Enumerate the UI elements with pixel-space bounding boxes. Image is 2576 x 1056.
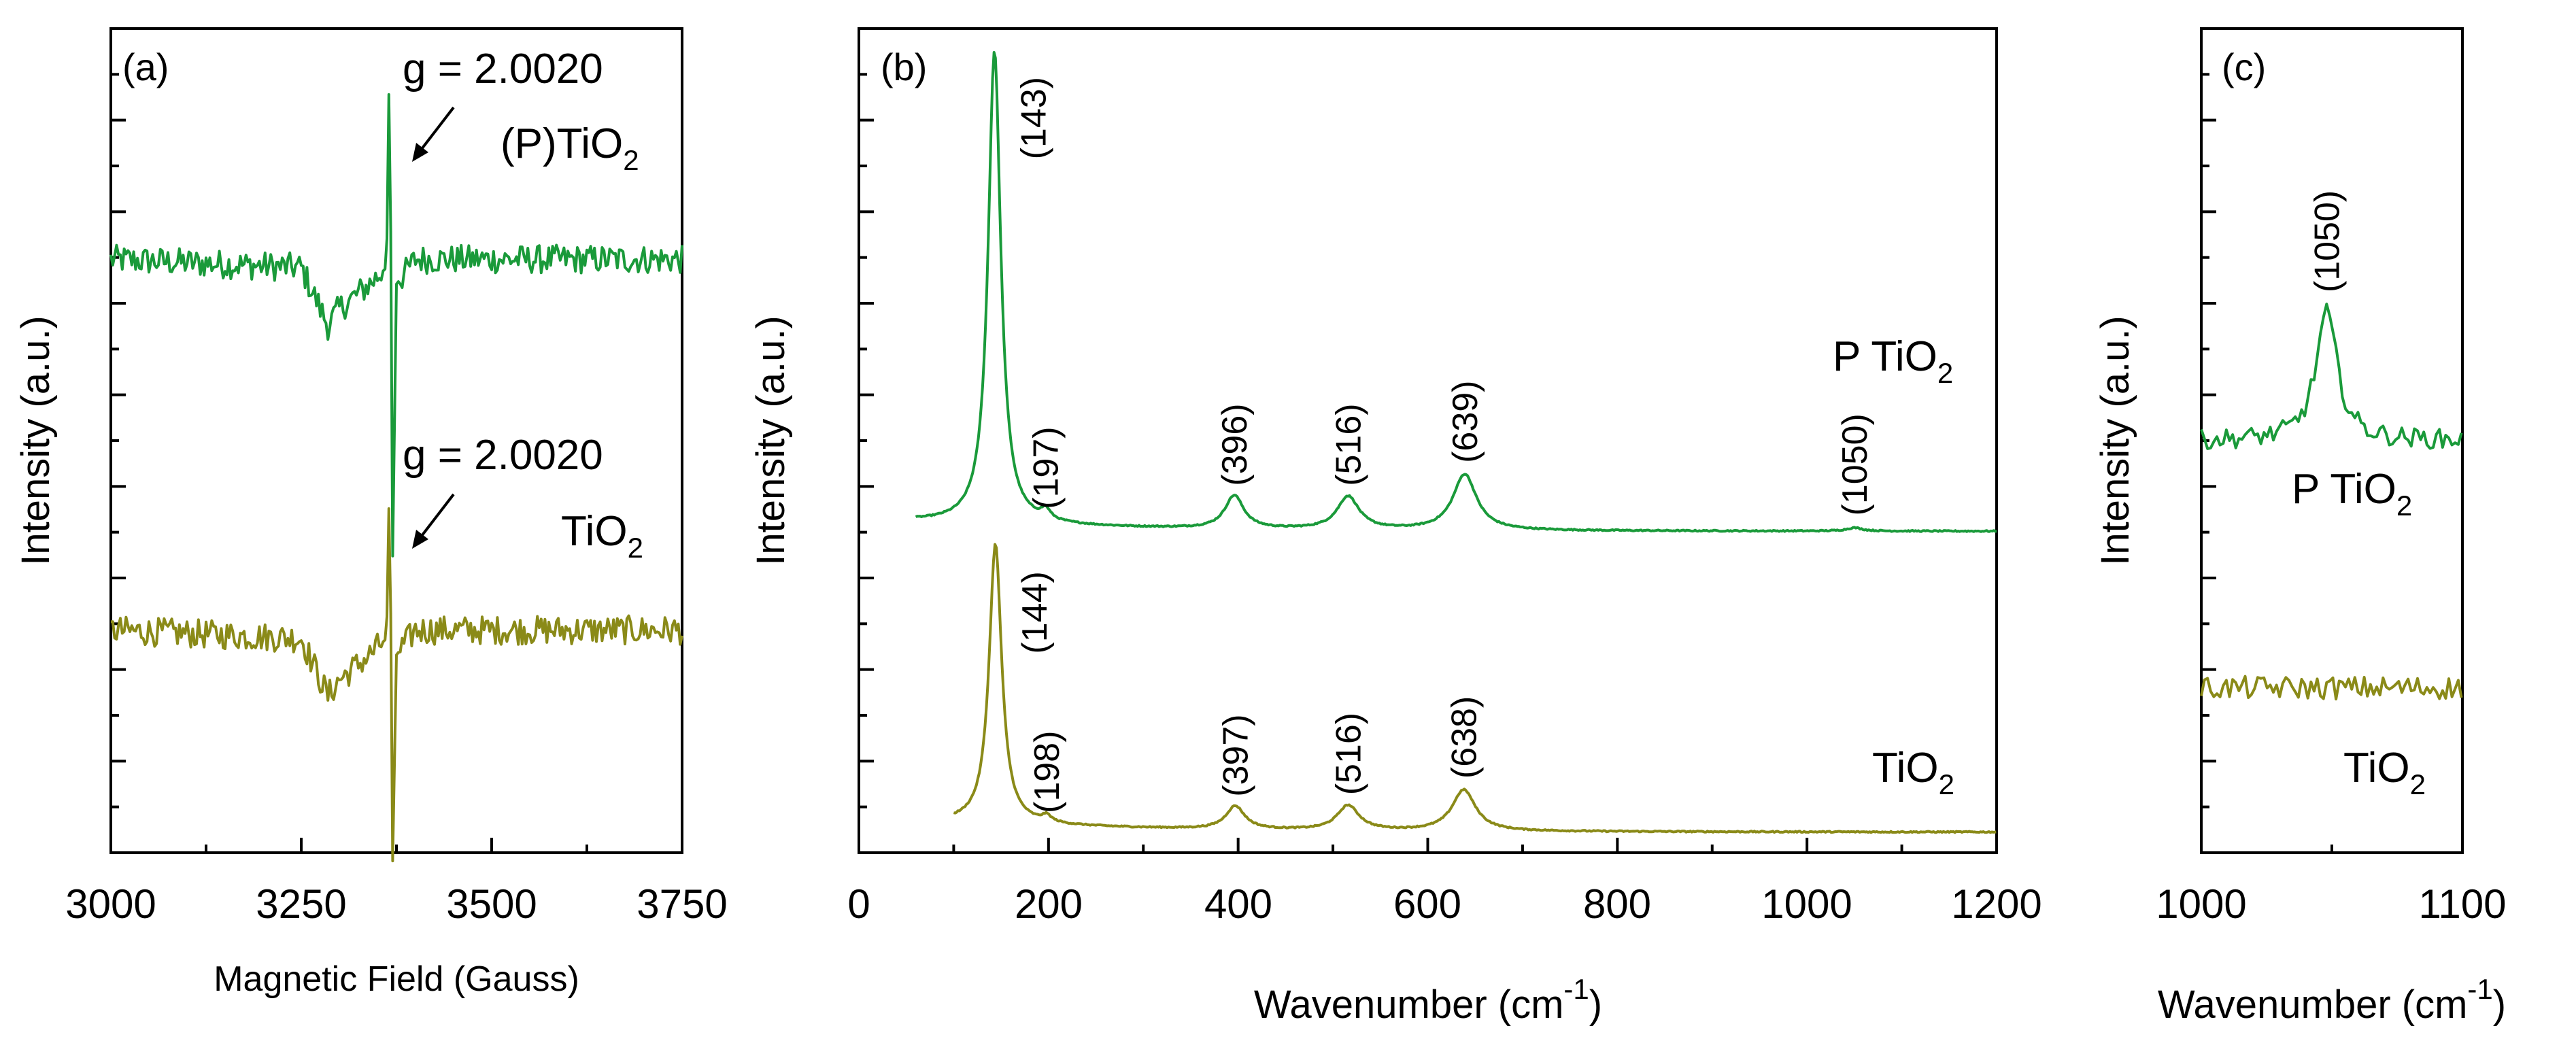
panel-a-label: (a): [122, 46, 169, 88]
peak-label: (638): [1445, 696, 1485, 779]
panel-c-ticks: [2200, 73, 2464, 853]
panel-a-ylabel: Intensity (a.u.): [14, 316, 58, 565]
panel-b-chart: (b) 0 200 400 600 800 1000 1200 Wavenumb…: [749, 27, 2042, 1027]
panel-b-series-label: TiO2: [1872, 745, 1954, 800]
peak-label: (1050): [1835, 413, 1875, 515]
panel-b-xlabel: Wavenumber (cm-1): [1254, 973, 1602, 1027]
arrow-icon: [418, 493, 455, 540]
panel-c-traces: [2200, 303, 2463, 701]
panel-b-label: (b): [881, 46, 927, 88]
panel-b-traces: [915, 51, 1997, 834]
panel-a-traces: [109, 93, 683, 863]
peak-label: (1050): [2307, 190, 2347, 292]
panel-b-series-label: P TiO2: [1833, 333, 1953, 389]
arrowhead-icon: [412, 143, 428, 162]
panel-c-series-label: TiO2: [2343, 745, 2426, 800]
panel-b-ticks: [858, 73, 1998, 853]
epr-trace-olive: [111, 507, 683, 863]
panel-a-xtick-label: 3750: [637, 881, 727, 927]
peak-label: (143): [1014, 77, 1053, 159]
panel-a-xtick-label: 3000: [65, 881, 156, 927]
panel-b-xtick-label: 1000: [1761, 881, 1852, 927]
raman-trace-green: [915, 51, 1997, 533]
panel-c-ylabel: Intensity (a.u.): [2093, 316, 2137, 565]
panel-a-xlabel: Magnetic Field (Gauss): [214, 959, 579, 999]
peak-label: (396): [1215, 403, 1255, 486]
panel-c-xtick-label: 1000: [2156, 881, 2246, 927]
panel-b-xtick-label: 800: [1583, 881, 1651, 927]
panel-c-chart: (c) 1000 1100 Wavenumber (cm-1) Intensit…: [2093, 27, 2507, 1027]
epr-trace-green: [109, 93, 683, 558]
panel-a-xtick-label: 3250: [256, 881, 346, 927]
panel-c-peak-labels: (1050): [2307, 190, 2347, 292]
panel-c-label: (c): [2222, 46, 2266, 88]
panel-a-series-label: (P)TiO2: [501, 120, 639, 176]
peak-label: (397): [1217, 714, 1256, 796]
panel-c-series-label: P TiO2: [2292, 466, 2412, 522]
arrow-icon: [418, 106, 455, 153]
panel-b-ylabel: Intensity (a.u.): [749, 316, 793, 565]
panel-b-peak-labels: (143) (197) (396) (516) (639) (1050) (144) (198…: [1014, 77, 1874, 813]
panel-a-g-value-label: g = 2.0020: [403, 432, 603, 479]
panel-c-axes: [2200, 27, 2464, 854]
panel-b-xtick-label: 400: [1204, 881, 1272, 927]
arrowhead-icon: [412, 530, 428, 549]
peak-label: (197): [1027, 426, 1066, 509]
panel-b-xtick-label: 1200: [1951, 881, 2041, 927]
raman-zoom-trace-green: [2200, 303, 2463, 450]
peak-label: (516): [1329, 403, 1368, 486]
panel-b-xtick-label: 600: [1393, 881, 1461, 927]
raman-zoom-trace-olive: [2200, 675, 2463, 701]
peak-label: (198): [1028, 731, 1067, 813]
panel-a-g-value-label: g = 2.0020: [403, 46, 603, 92]
raman-trace-olive: [953, 543, 1997, 834]
peak-label: (516): [1329, 713, 1368, 795]
panel-c-xtick-label: 1100: [2418, 881, 2506, 927]
panel-a-chart: (a) 3000 3250 3500 3750 Magnetic Field (…: [14, 27, 728, 999]
panel-a-series-label: TiO2: [561, 508, 643, 564]
panel-b-xtick-label: 200: [1015, 881, 1083, 927]
panel-c-xlabel: Wavenumber (cm-1): [2158, 973, 2506, 1027]
peak-label: (639): [1446, 380, 1485, 462]
peak-label: (144): [1015, 571, 1055, 653]
panel-a-xtick-label: 3500: [446, 881, 537, 927]
panel-b-xtick-label: 0: [847, 881, 870, 927]
